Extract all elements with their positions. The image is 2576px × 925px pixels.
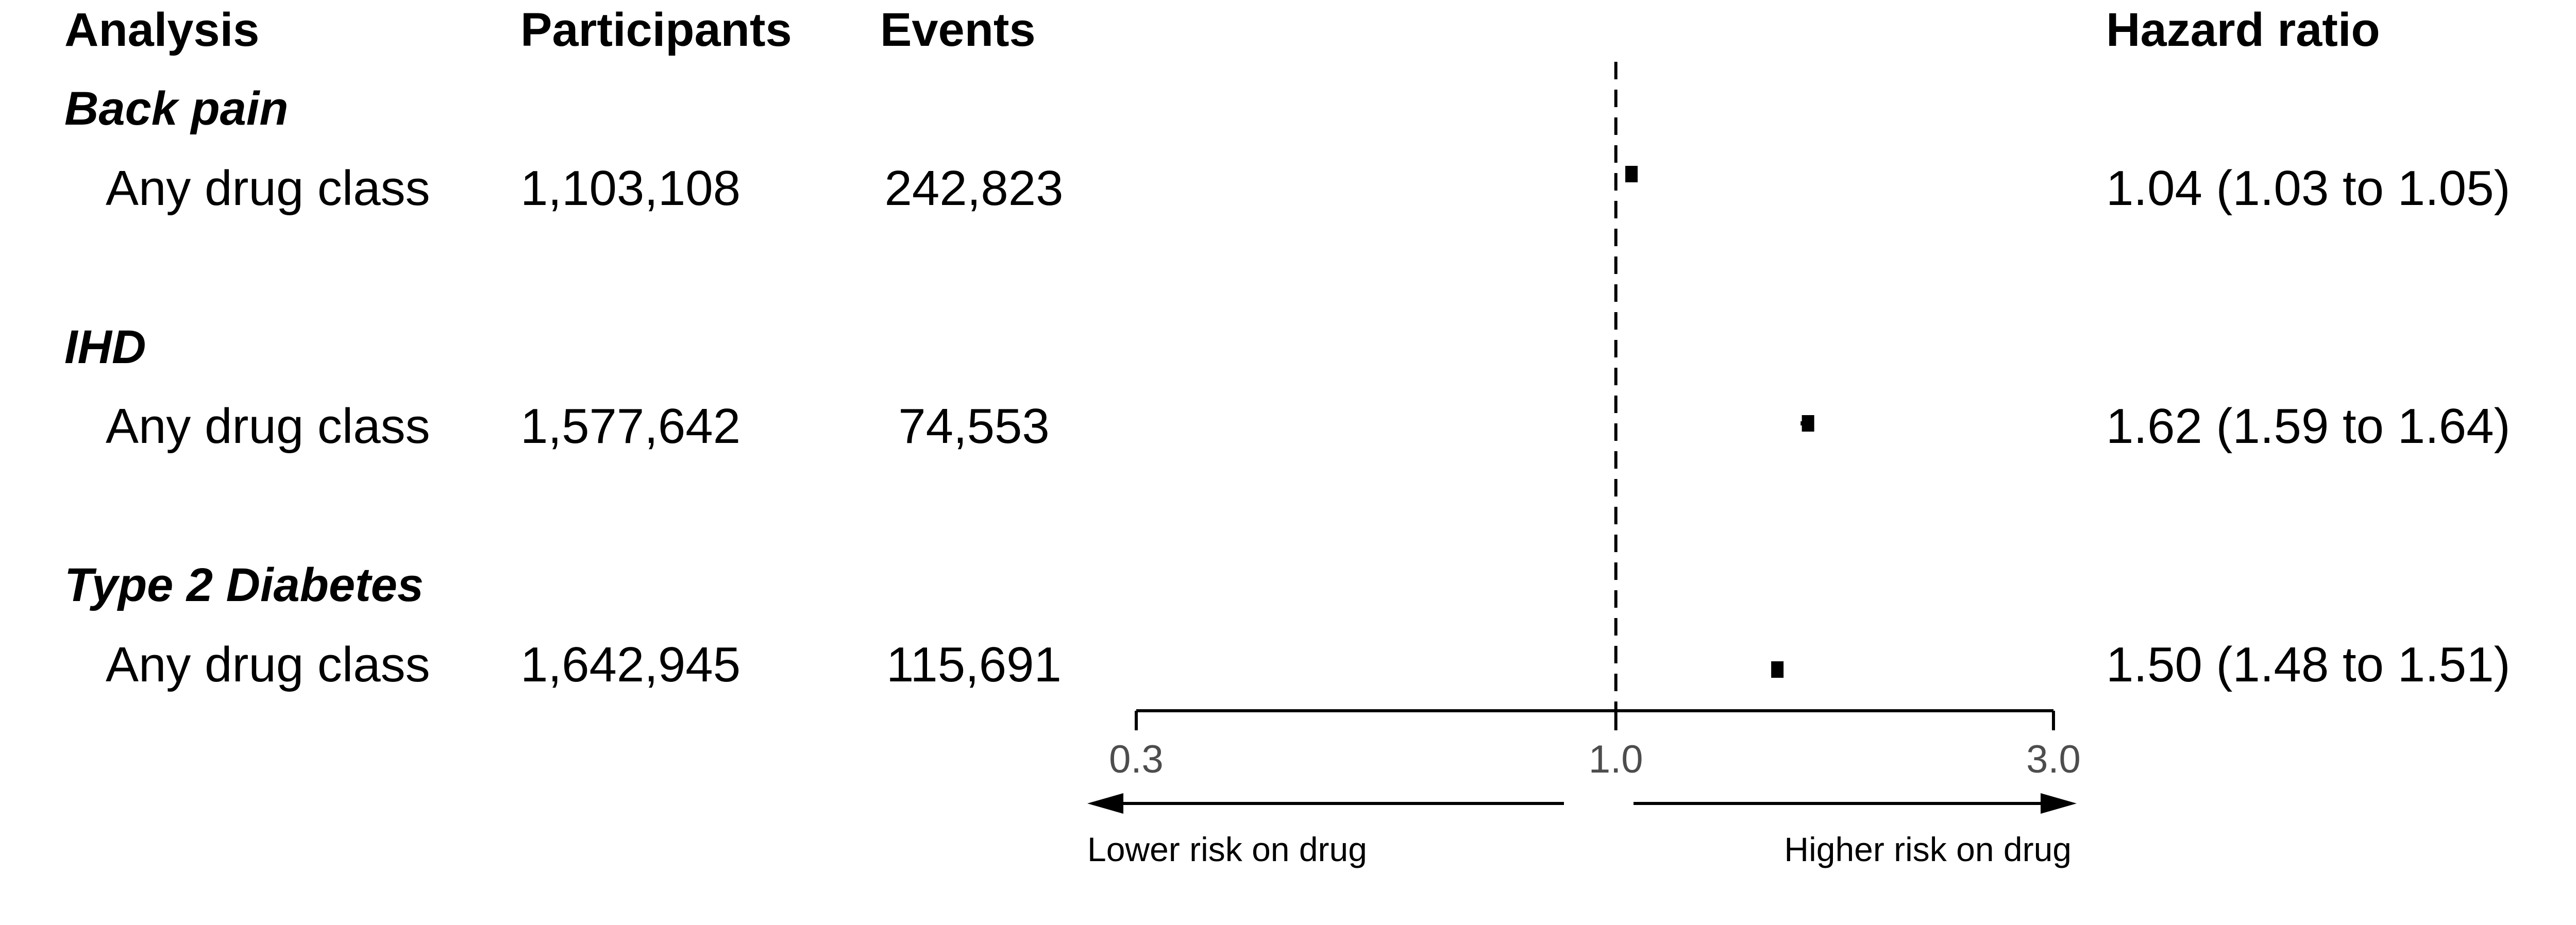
tick-label: 1.0: [1589, 738, 1643, 781]
x-axis-ticks: 0.3 1.0 3.0: [1109, 711, 2081, 781]
events-value: 242,823: [884, 161, 1064, 216]
higher-risk-arrowhead: [2041, 793, 2077, 814]
row-label: Any drug class: [106, 399, 430, 454]
analysis-header: Analysis: [64, 4, 260, 56]
estimate-point: [1771, 661, 1784, 678]
estimate-point: [1625, 166, 1638, 182]
participants-header: Participants: [520, 4, 792, 56]
events-header: Events: [880, 4, 1036, 56]
row-label: Any drug class: [106, 161, 430, 216]
participants-value: 1,642,945: [520, 637, 741, 692]
group-label-ihd: IHD: [64, 321, 146, 373]
estimate-marks: [1625, 166, 1814, 678]
row-label: Any drug class: [106, 637, 430, 692]
hazard-ratio-header: Hazard ratio: [2106, 4, 2380, 56]
hazard-ratio-value: 1.50 (1.48 to 1.51): [2106, 637, 2511, 692]
tick-label: 0.3: [1109, 738, 1164, 781]
participants-value: 1,577,642: [520, 399, 741, 454]
group-label-type-2-diabetes: Type 2 Diabetes: [64, 559, 424, 611]
hazard-ratio-value: 1.62 (1.59 to 1.64): [2106, 399, 2511, 454]
estimate-point: [1801, 415, 1814, 432]
lower-risk-label: Lower risk on drug: [1087, 830, 1367, 868]
hazard-ratio-value: 1.04 (1.03 to 1.05): [2106, 161, 2511, 216]
events-value: 74,553: [898, 399, 1050, 454]
lower-risk-arrowhead: [1087, 793, 1123, 814]
events-value: 115,691: [886, 637, 1062, 692]
tick-label: 3.0: [2026, 738, 2081, 781]
participants-value: 1,103,108: [520, 161, 741, 216]
higher-risk-label: Higher risk on drug: [1784, 830, 2072, 868]
group-label-back-pain: Back pain: [64, 82, 289, 135]
